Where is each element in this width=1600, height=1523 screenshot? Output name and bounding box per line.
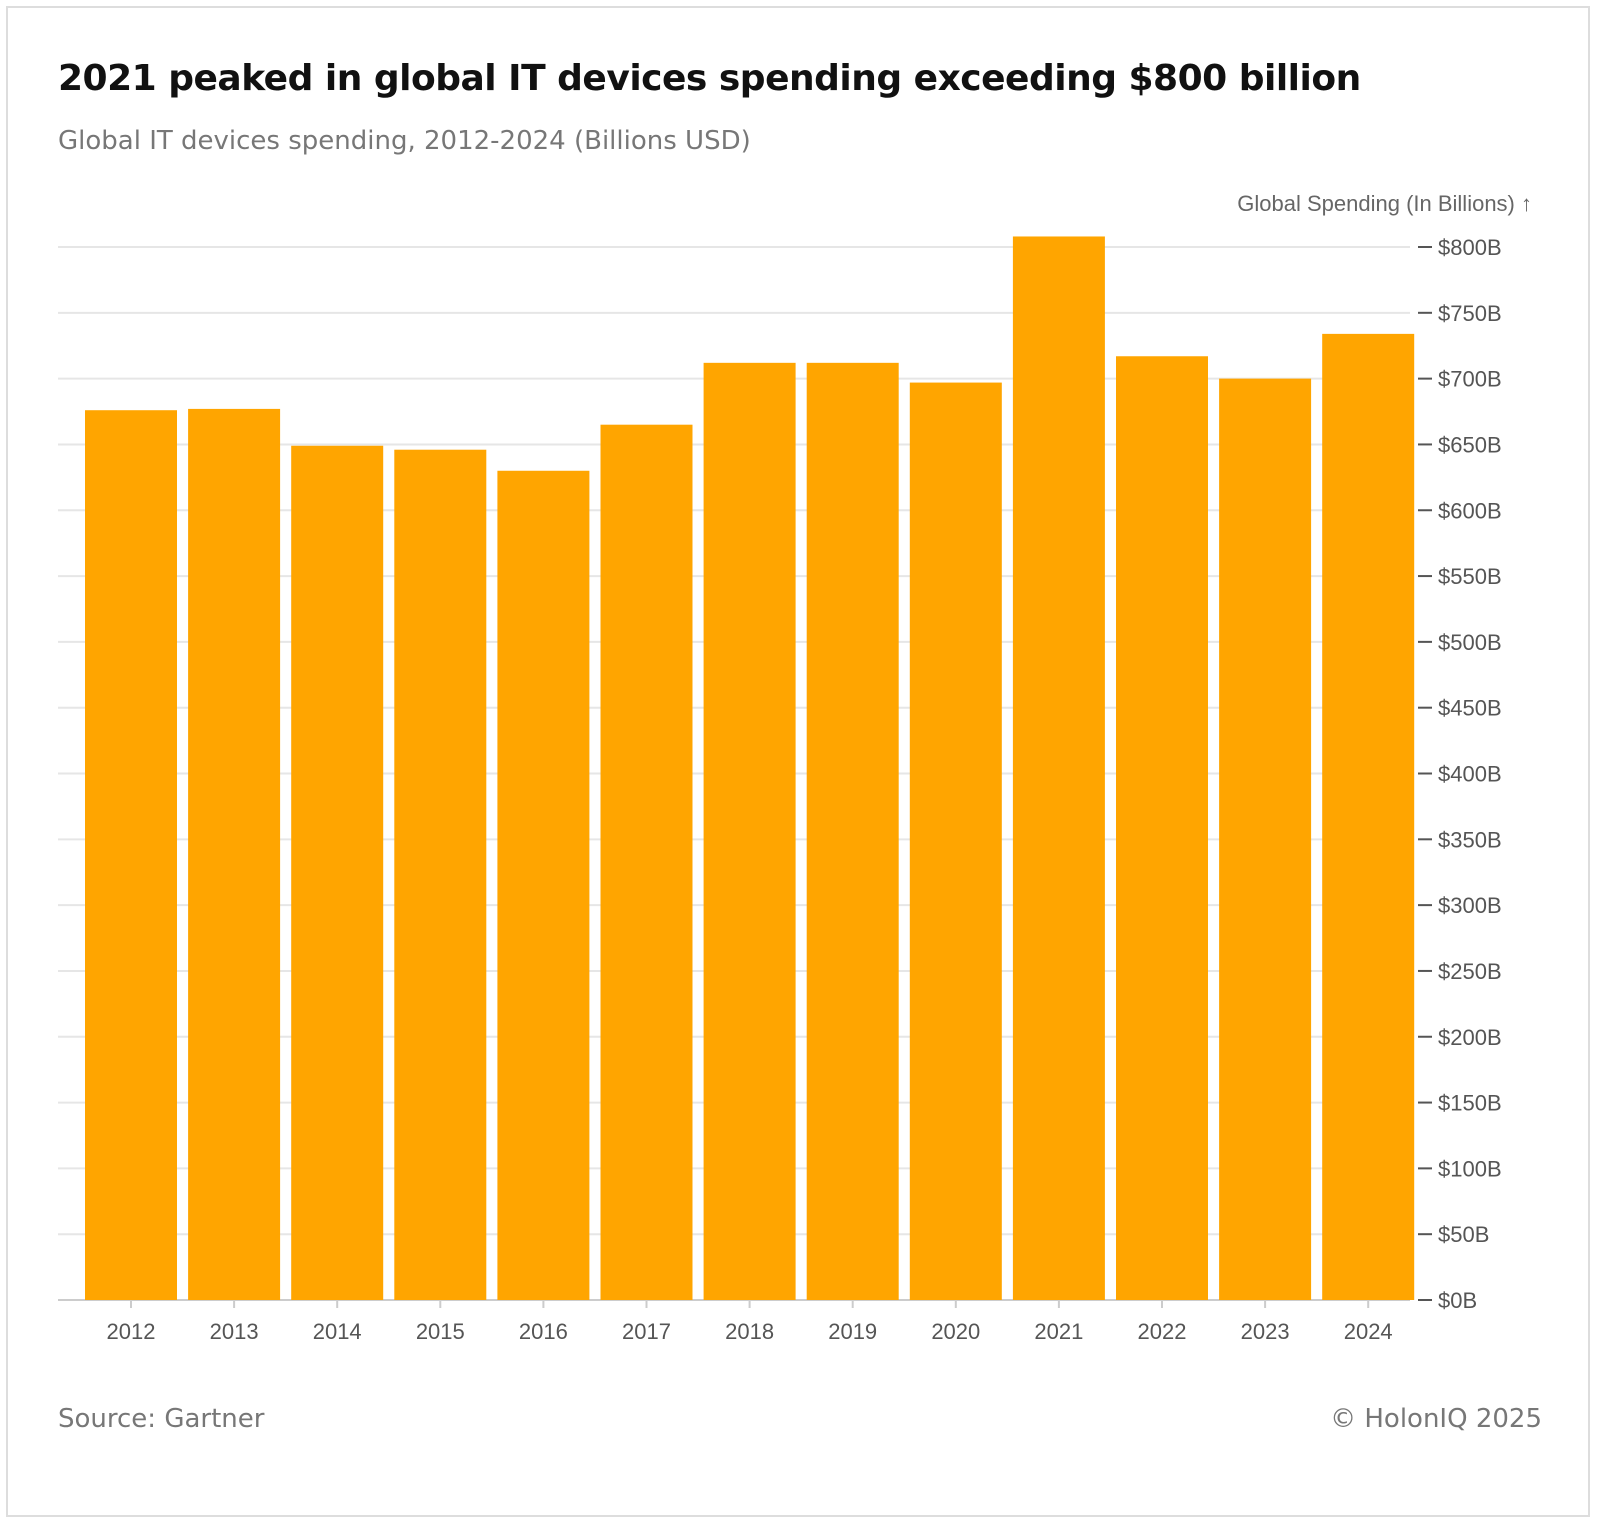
y-tick-label: $650B — [1438, 432, 1502, 457]
x-tick-label: 2021 — [1034, 1319, 1083, 1344]
y-tick-label: $450B — [1438, 696, 1502, 721]
x-tick-label: 2020 — [931, 1319, 980, 1344]
y-tick-label: $0B — [1438, 1288, 1477, 1313]
y-tick-label: $700B — [1438, 367, 1502, 392]
y-axis: $0B $50B $100B $150B $200B $250B $300B $350B $40… — [1418, 235, 1502, 1313]
x-tick-label: 2012 — [107, 1319, 156, 1344]
bars — [85, 236, 1415, 1301]
y-tick-label: $100B — [1438, 1156, 1502, 1181]
x-tick-label: 2013 — [210, 1319, 259, 1344]
bar-2015[interactable] — [394, 449, 487, 1300]
x-tick-label: 2019 — [828, 1319, 877, 1344]
bar-2022[interactable] — [1116, 356, 1208, 1300]
bar-2021[interactable] — [1012, 236, 1105, 1301]
chart-title: 2021 peaked in global IT devices spendin… — [58, 58, 1361, 99]
x-tick-label: 2014 — [313, 1319, 362, 1344]
bar-2012[interactable] — [85, 410, 177, 1301]
y-tick-label: $500B — [1438, 630, 1502, 655]
y-tick-label: $400B — [1438, 762, 1502, 787]
y-tick-label: $600B — [1438, 498, 1502, 523]
x-tick-label: 2018 — [725, 1319, 774, 1344]
y-tick-label: $150B — [1438, 1091, 1502, 1116]
chart-subtitle: Global IT devices spending, 2012-2024 (B… — [58, 126, 751, 156]
bar-2024[interactable] — [1322, 333, 1415, 1300]
bar-2014[interactable] — [291, 445, 384, 1300]
source-note: Source: Gartner — [58, 1404, 265, 1434]
bar-2017[interactable] — [600, 424, 693, 1301]
y-tick-label: $800B — [1438, 235, 1502, 260]
y-tick-label: $750B — [1438, 301, 1502, 326]
x-axis: 2012 2013 2014 2015 2016 2017 2018 2019 2020 2021… — [107, 1300, 1393, 1344]
bar-2013[interactable] — [188, 408, 281, 1300]
bar-2023[interactable] — [1219, 378, 1312, 1300]
x-tick-label: 2017 — [622, 1319, 671, 1344]
y-tick-label: $550B — [1438, 564, 1502, 589]
y-axis-label: Global Spending (In Billions) ↑ — [1237, 191, 1532, 216]
y-tick-label: $350B — [1438, 827, 1502, 852]
x-tick-label: 2024 — [1344, 1319, 1393, 1344]
y-tick-label: $250B — [1438, 959, 1502, 984]
x-tick-label: 2022 — [1138, 1319, 1187, 1344]
bar-2016[interactable] — [497, 470, 590, 1300]
y-tick-label: $300B — [1438, 893, 1502, 918]
bar-2020[interactable] — [909, 382, 1002, 1301]
bar-2019[interactable] — [806, 362, 899, 1301]
copyright-note: © HolonIQ 2025 — [1330, 1404, 1542, 1434]
x-tick-label: 2023 — [1241, 1319, 1290, 1344]
y-tick-label: $200B — [1438, 1025, 1502, 1050]
x-tick-label: 2016 — [519, 1319, 568, 1344]
y-tick-label: $50B — [1438, 1222, 1489, 1247]
x-tick-label: 2015 — [416, 1319, 465, 1344]
bar-2018[interactable] — [703, 362, 796, 1301]
